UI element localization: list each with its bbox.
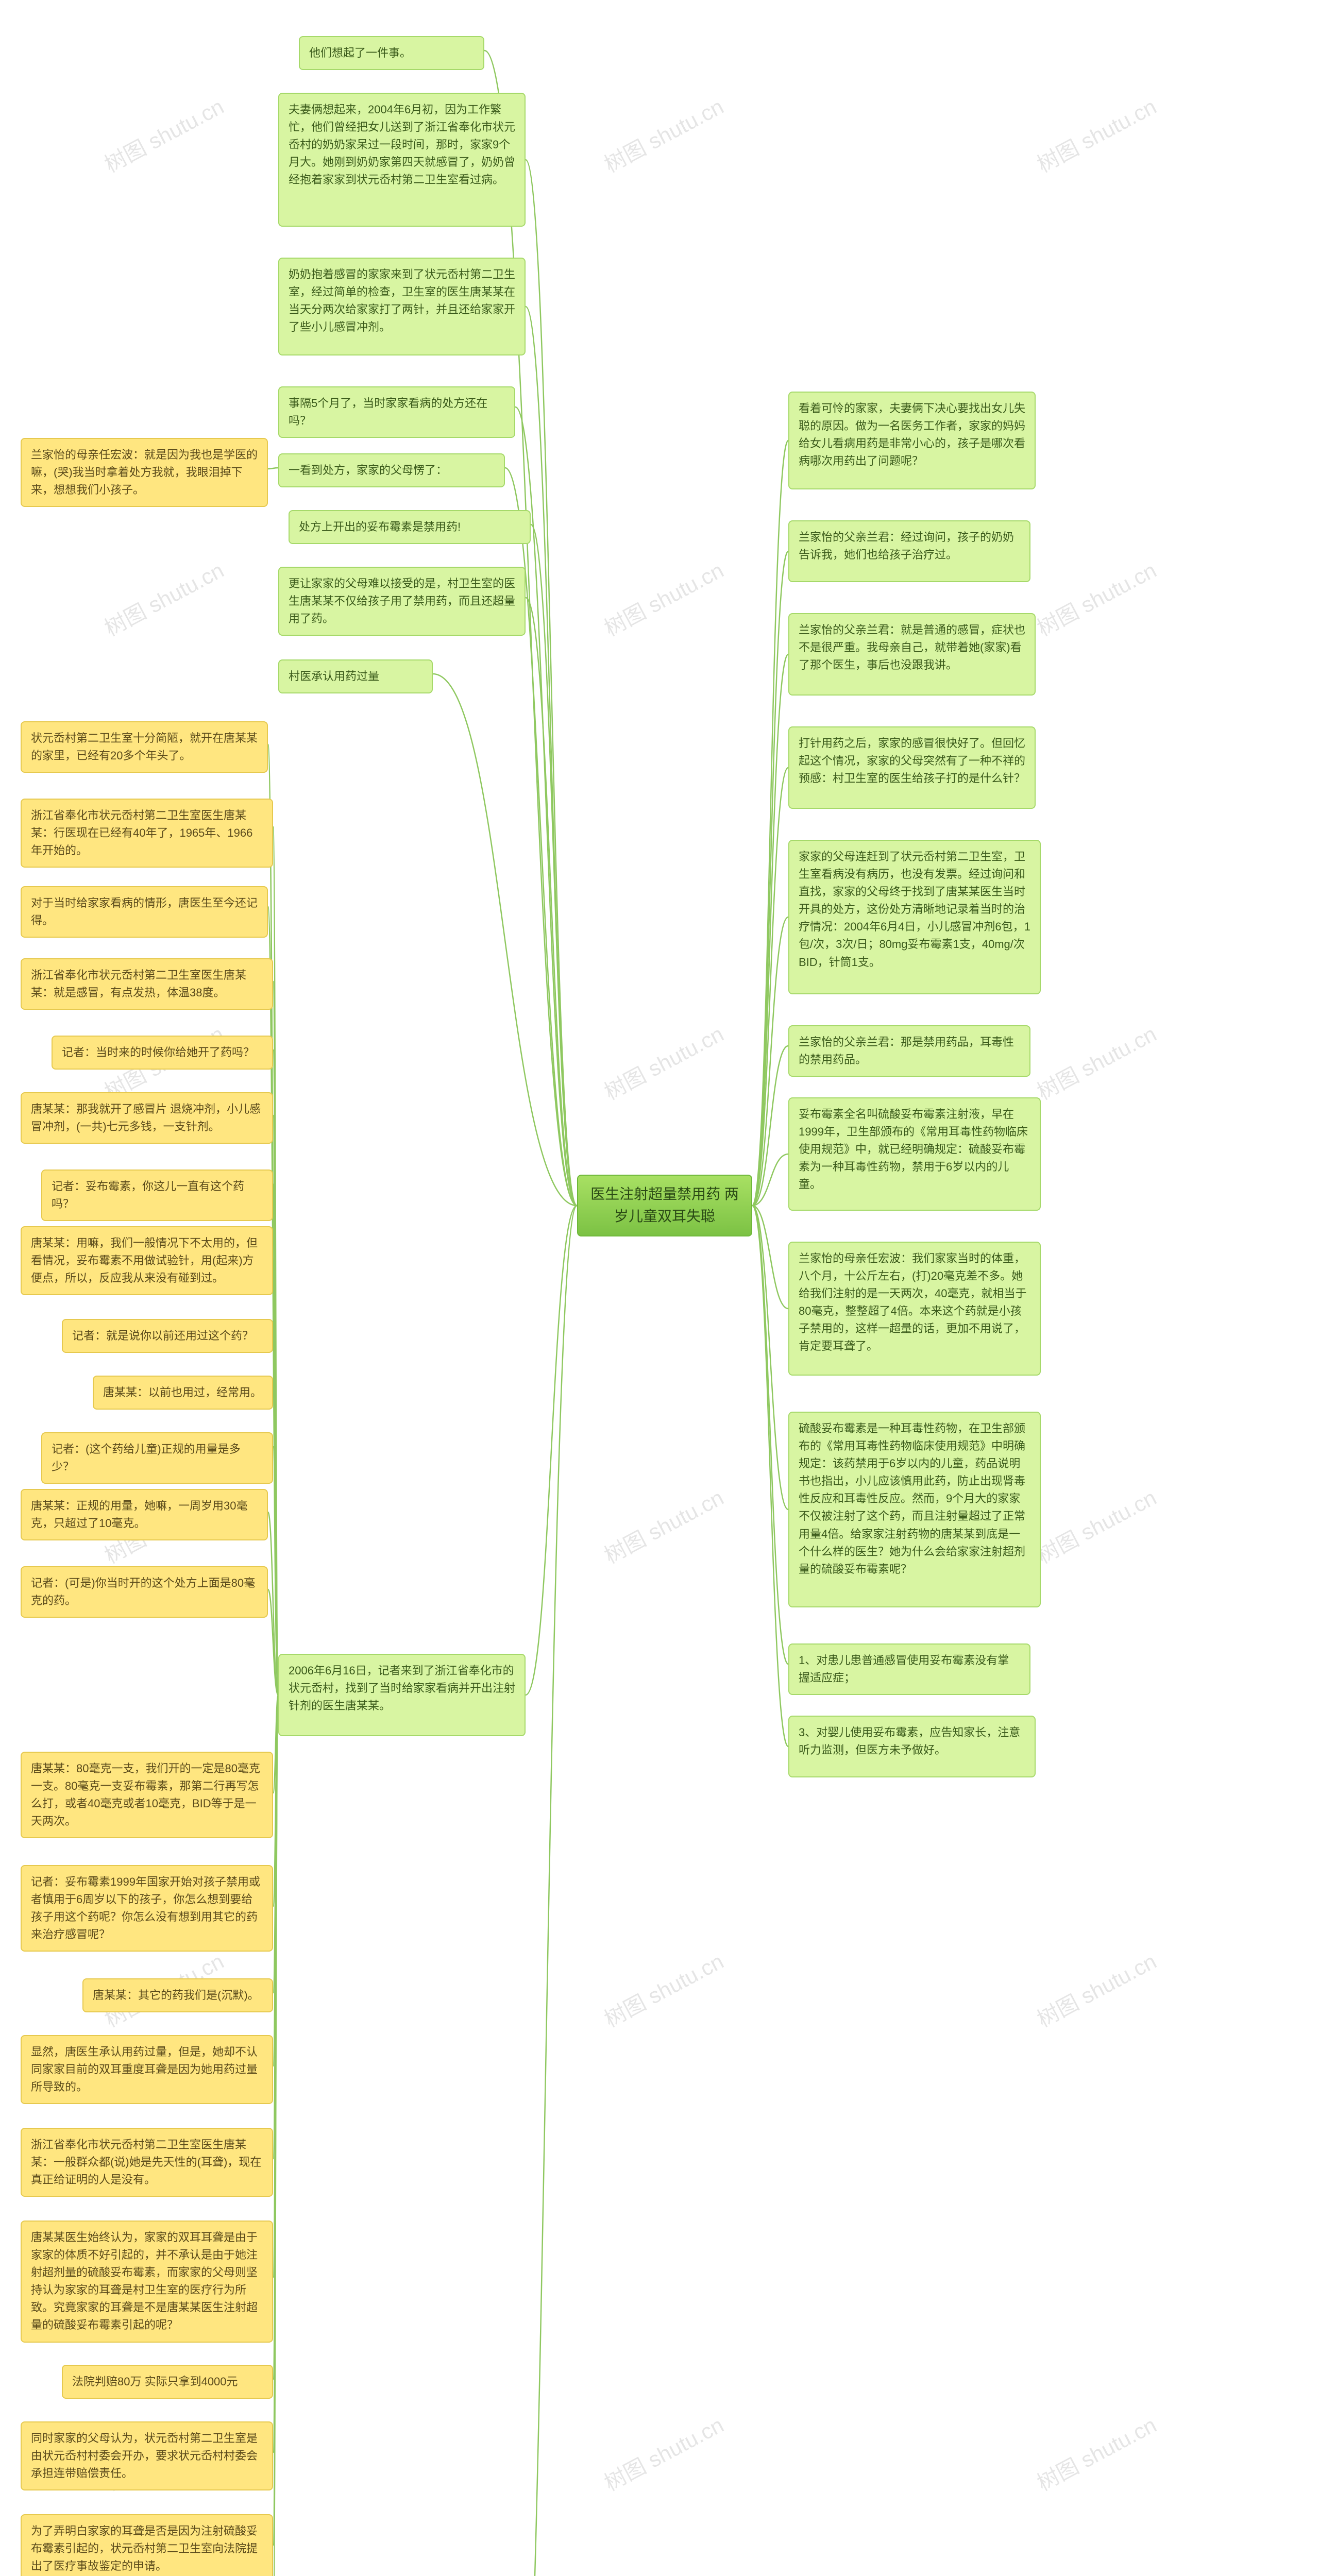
watermark: 树图 shutu.cn: [1031, 2408, 1161, 2497]
yellow-node: 为了弄明白家家的耳聋是否是因为注射硫酸妥布霉素引起的，状元岙村第二卫生室向法院提…: [21, 2514, 273, 2576]
watermark: 树图 shutu.cn: [598, 2408, 729, 2497]
yellow-node: 记者：(这个药给儿童)正规的用量是多少？: [41, 1432, 273, 1484]
yellow-node: 浙江省奉化市状元岙村第二卫生室医生唐某某：一般群众都(说)她是先天性的(耳聋)，…: [21, 2128, 273, 2197]
green-node: 一看到处方，家家的父母愣了：: [278, 453, 505, 487]
yellow-node: 记者：当时来的时候你给她开了药吗？: [52, 1036, 273, 1070]
green-node: 家家的父母连赶到了状元岙村第二卫生室，卫生室看病没有病历，也没有发票。经过询问和…: [788, 840, 1041, 994]
watermark: 树图 shutu.cn: [598, 553, 729, 642]
yellow-node: 浙江省奉化市状元岙村第二卫生室医生唐某某：行医现在已经有40年了，1965年、1…: [21, 799, 273, 868]
yellow-node: 记者：妥布霉素，你这儿一直有这个药吗？: [41, 1170, 273, 1221]
yellow-node: 状元岙村第二卫生室十分简陋，就开在唐某某的家里，已经有20多个年头了。: [21, 721, 268, 773]
green-node: 事隔5个月了，当时家家看病的处方还在吗？: [278, 386, 515, 438]
watermark: 树图 shutu.cn: [98, 553, 229, 642]
watermark: 树图 shutu.cn: [598, 90, 729, 179]
yellow-node: 唐某某：以前也用过，经常用。: [93, 1376, 273, 1410]
green-node: 打针用药之后，家家的感冒很快好了。但回忆起这个情况，家家的父母突然有了一种不祥的…: [788, 726, 1036, 809]
yellow-node: 记者：(可是)你当时开的这个处方上面是80毫克的药。: [21, 1566, 268, 1618]
watermark: 树图 shutu.cn: [598, 1944, 729, 2033]
green-node: 硫酸妥布霉素是一种耳毒性药物，在卫生部颁布的《常用耳毒性药物临床使用规范》中明确…: [788, 1412, 1041, 1607]
green-node: 奶奶抱着感冒的家家来到了状元岙村第二卫生室，经过简单的检查，卫生室的医生唐某某在…: [278, 258, 526, 355]
green-node: 他们想起了一件事。: [299, 36, 484, 70]
watermark: 树图 shutu.cn: [1031, 1017, 1161, 1106]
green-node: 看着可怜的家家，夫妻俩下决心要找出女儿失聪的原因。做为一名医务工作者，家家的妈妈…: [788, 392, 1036, 489]
yellow-node: 唐某某：用嘛，我们一般情况下不太用的，但看情况，妥布霉素不用做试验针，用(起来)…: [21, 1226, 273, 1295]
watermark: 树图 shutu.cn: [98, 90, 229, 179]
yellow-node: 唐某某：正规的用量，她嘛，一周岁用30毫克，只超过了10毫克。: [21, 1489, 268, 1540]
green-node: 兰家怡的父亲兰君：经过询问，孩子的奶奶告诉我，她们也给孩子治疗过。: [788, 520, 1030, 582]
green-node: 2006年6月16日，记者来到了浙江省奉化市的状元岙村，找到了当时给家家看病并开…: [278, 1654, 526, 1736]
yellow-node: 记者：就是说你以前还用过这个药？: [62, 1319, 273, 1353]
yellow-node: 兰家怡的母亲任宏波：就是因为我也是学医的嘛，(哭)我当时拿着处方我就，我眼泪掉下…: [21, 438, 268, 507]
watermark: 树图 shutu.cn: [1031, 90, 1161, 179]
yellow-node: 记者：妥布霉素1999年国家开始对孩子禁用或者慎用于6周岁以下的孩子，你怎么想到…: [21, 1865, 273, 1952]
watermark: 树图 shutu.cn: [1031, 553, 1161, 642]
yellow-node: 法院判赔80万 实际只拿到4000元: [62, 2365, 273, 2399]
green-node: 村医承认用药过量: [278, 659, 433, 693]
yellow-node: 浙江省奉化市状元岙村第二卫生室医生唐某某：就是感冒，有点发热，体温38度。: [21, 958, 273, 1010]
watermark: 树图 shutu.cn: [1031, 1481, 1161, 1570]
yellow-node: 唐某某：80毫克一支，我们开的一定是80毫克一支。80毫克一支妥布霉素，那第二行…: [21, 1752, 273, 1838]
green-node: 兰家怡的父亲兰君：就是普通的感冒，症状也不是很严重。我母亲自己，就带着她(家家)…: [788, 613, 1036, 696]
watermark: 树图 shutu.cn: [598, 1481, 729, 1570]
green-node: 处方上开出的妥布霉素是禁用药!: [289, 510, 531, 544]
green-node: 3、对婴儿使用妥布霉素，应告知家长，注意听力监测，但医方未予做好。: [788, 1716, 1036, 1777]
yellow-node: 同时家家的父母认为，状元岙村第二卫生室是由状元岙村村委会开办，要求状元岙村村委会…: [21, 2421, 273, 2490]
green-node: 兰家怡的母亲任宏波：我们家家当时的体重，八个月，十公斤左右，(打)20毫克差不多…: [788, 1242, 1041, 1376]
green-node: 兰家怡的父亲兰君：那是禁用药品，耳毒性的禁用药品。: [788, 1025, 1030, 1077]
watermark: 树图 shutu.cn: [598, 1017, 729, 1106]
yellow-node: 唐某某：那我就开了感冒片 退烧冲剂，小儿感冒冲剂，(一共)七元多钱，一支针剂。: [21, 1092, 273, 1144]
watermark: 树图 shutu.cn: [1031, 1944, 1161, 2033]
yellow-node: 对于当时给家家看病的情形，唐医生至今还记得。: [21, 886, 268, 938]
root-node: 医生注射超量禁用药 两岁儿童双耳失聪: [577, 1175, 752, 1236]
green-node: 1、对患儿患普通感冒使用妥布霉素没有掌握适应症；: [788, 1643, 1030, 1695]
yellow-node: 唐某某：其它的药我们是(沉默)。: [82, 1978, 273, 2012]
green-node: 更让家家的父母难以接受的是，村卫生室的医生唐某某不仅给孩子用了禁用药，而且还超量…: [278, 567, 526, 636]
green-node: 夫妻俩想起来，2004年6月初，因为工作繁忙，他们曾经把女儿送到了浙江省奉化市状…: [278, 93, 526, 227]
yellow-node: 唐某某医生始终认为，家家的双耳耳聋是由于家家的体质不好引起的，并不承认是由于她注…: [21, 2221, 273, 2343]
yellow-node: 显然，唐医生承认用药过量，但是，她却不认同家家目前的双耳重度耳聋是因为她用药过量…: [21, 2035, 273, 2104]
green-node: 妥布霉素全名叫硫酸妥布霉素注射液，早在1999年，卫生部颁布的《常用耳毒性药物临…: [788, 1097, 1041, 1211]
